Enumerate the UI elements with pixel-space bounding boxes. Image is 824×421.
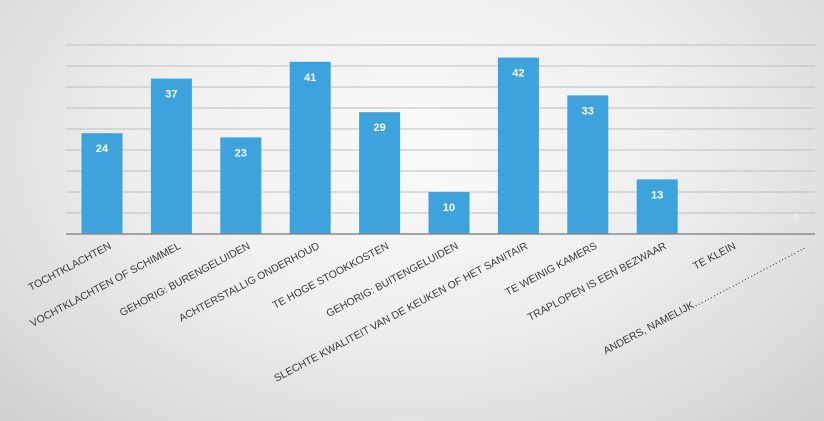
data-label: 0 [724, 212, 730, 224]
data-label: 37 [165, 89, 177, 101]
data-label: 24 [96, 143, 109, 155]
bar [289, 61, 331, 234]
bar [359, 112, 401, 234]
data-label: 10 [443, 202, 455, 214]
data-label: 42 [512, 68, 524, 80]
data-label: 23 [235, 147, 247, 159]
data-label: 13 [651, 189, 663, 201]
category-label: GEHORIG: BUITENGELUIDEN [324, 240, 460, 320]
value-labels: 24 37 23 41 29 10 42 33 13 0 0 [96, 68, 799, 224]
bar [567, 95, 609, 235]
category-label: TRAPLOPEN IS EEN BEZWAAR [526, 240, 669, 324]
category-label: GEHORIG: BURENGELUIDEN [118, 240, 252, 319]
category-label: TE HOGE STOOKKOSTEN [271, 240, 391, 312]
bar [150, 78, 192, 234]
data-label: 0 [793, 212, 799, 224]
bar [636, 179, 678, 234]
bar [497, 57, 539, 234]
bars [81, 57, 678, 235]
category-label: SLECHTE KWALITEIT VAN DE KEUKEN OF HET S… [272, 240, 530, 385]
bar [220, 137, 262, 234]
bar [81, 133, 123, 234]
data-label: 41 [304, 72, 316, 84]
bar [428, 192, 470, 234]
data-label: 29 [373, 122, 385, 134]
category-label: TE KLEIN [691, 240, 738, 273]
data-label: 33 [582, 105, 594, 117]
category-label: ACHTERSTALLIG ONDERHOUD [177, 240, 322, 325]
